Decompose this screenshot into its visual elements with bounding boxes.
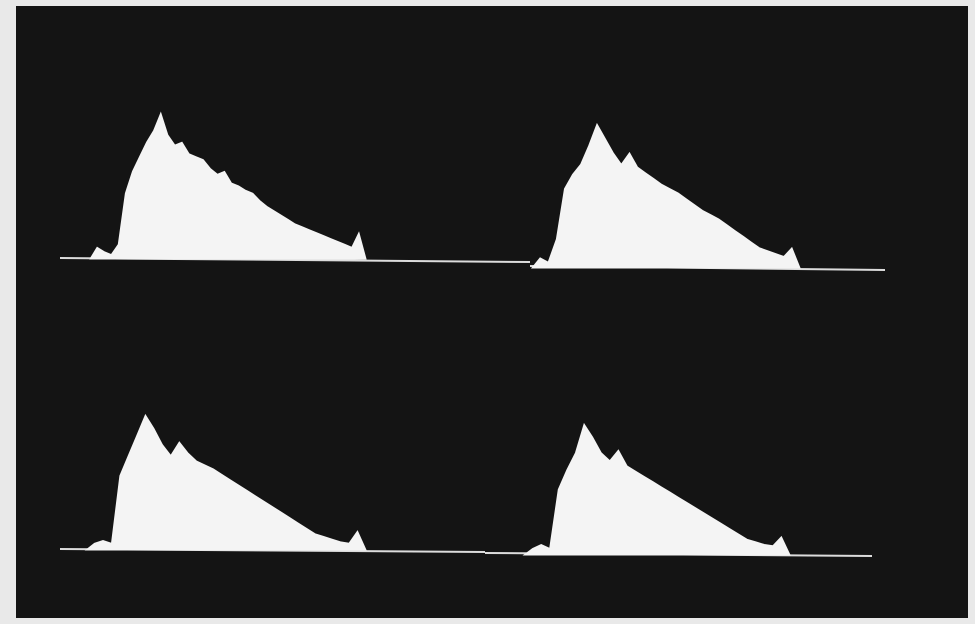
page: (() => { const data = JSON.parse(documen…	[0, 0, 975, 624]
screen-photo	[0, 0, 975, 624]
